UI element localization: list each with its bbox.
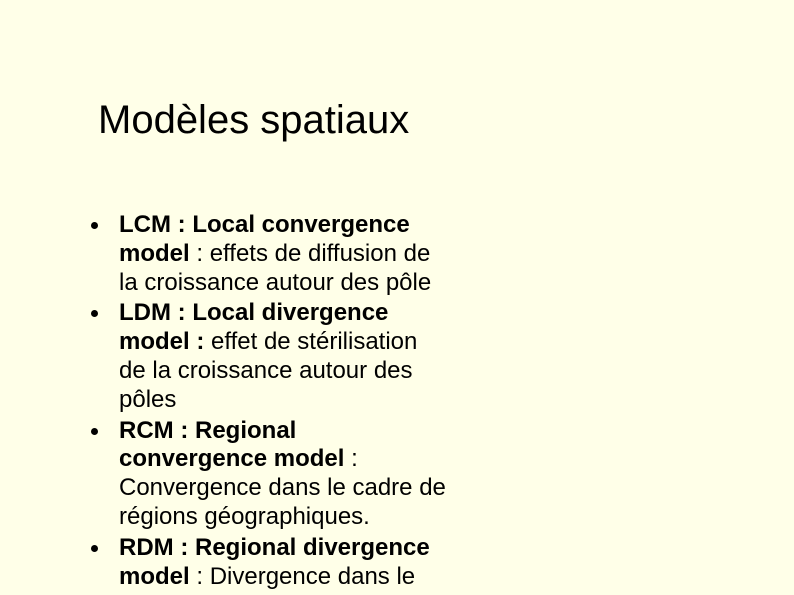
list-item: LCM : Local convergence model : effets d…: [79, 211, 449, 297]
list-item: LDM : Local divergence model : effet de …: [79, 299, 449, 414]
slide: Modèles spatiaux LCM : Local convergence…: [0, 0, 794, 595]
slide-title: Modèles spatiaux: [98, 98, 409, 143]
list-item: RCM : Regional convergence model : Conve…: [79, 417, 449, 532]
slide-content: LCM : Local convergence model : effets d…: [79, 211, 449, 593]
list-item: RDM : Regional divergence model : Diverg…: [79, 534, 449, 592]
list-item-rest: : Divergence dans le: [190, 563, 415, 590]
list-item-bold: RCM : Regional convergence model: [119, 417, 344, 473]
bullet-list: LCM : Local convergence model : effets d…: [79, 211, 449, 591]
